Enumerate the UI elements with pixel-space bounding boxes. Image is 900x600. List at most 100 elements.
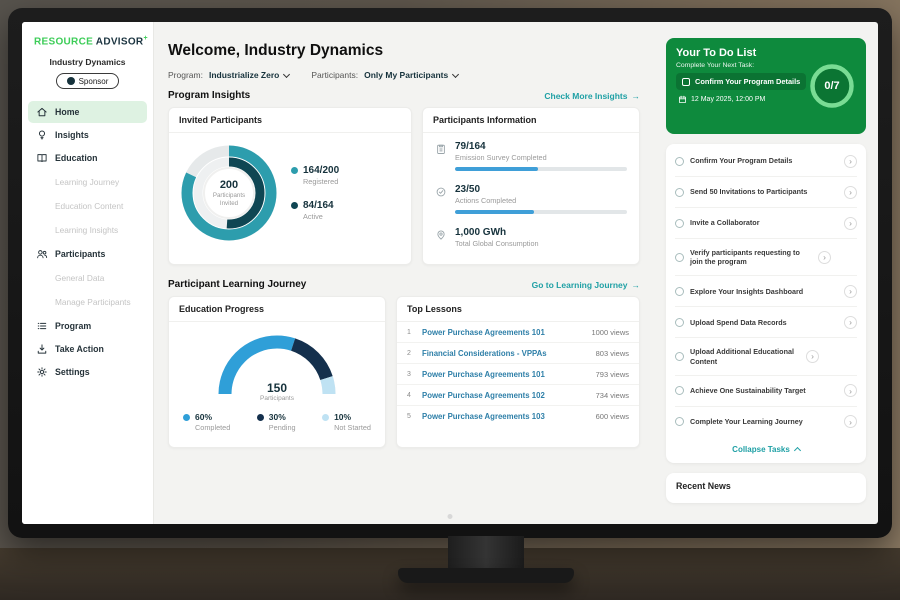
sidebar-item-label: Take Action [55,344,104,355]
lesson-row[interactable]: 2 Financial Considerations - VPPAs 803 v… [397,343,639,364]
chevron-right-icon[interactable]: › [844,415,857,429]
program-filter-dropdown[interactable]: Industrialize Zero [209,70,291,80]
task-item[interactable]: Invite a Collaborator › [675,208,857,239]
chevron-right-icon[interactable]: › [844,315,857,329]
task-item[interactable]: Verify participants requesting to join t… [675,239,857,277]
location-pin-icon [435,228,447,240]
sidebar-item-settings[interactable]: Settings [28,361,147,383]
task-item[interactable]: Complete Your Learning Journey › [675,407,857,437]
sidebar-item-label: Insights [55,130,89,141]
chevron-right-icon[interactable]: › [806,350,819,364]
progress-bar [455,167,627,171]
todo-progress-text: 0/7 [824,80,840,92]
invited-donut-chart: 200 Participants Invited [177,141,281,245]
task-item[interactable]: Send 50 Invitations to Participants › [675,177,857,208]
chevron-right-icon[interactable]: › [844,185,857,199]
task-checkbox-icon[interactable] [675,187,684,197]
card-title: Top Lessons [397,297,639,322]
download-action-icon [36,343,48,355]
org-name: Industry Dynamics [49,57,126,68]
task-item[interactable]: Achieve One Sustainability Target › [675,376,857,407]
legend-item-completed: 60% Completed [183,412,230,432]
participants-filter-dropdown[interactable]: Only My Participants [364,70,460,80]
lesson-link[interactable]: Power Purchase Agreements 102 [422,390,545,400]
legend-dot-dark [291,202,298,209]
task-checkbox-icon[interactable] [675,386,684,396]
sidebar-item-education-content[interactable]: Education Content [55,201,124,212]
lesson-link[interactable]: Power Purchase Agreements 101 [422,369,545,379]
book-icon [36,152,48,164]
lesson-row[interactable]: 3 Power Purchase Agreements 101 793 view… [397,364,639,385]
go-to-learning-journey-link[interactable]: Go to Learning Journey → [531,279,641,290]
lesson-link[interactable]: Power Purchase Agreements 103 [422,411,545,421]
task-checkbox-icon[interactable] [675,352,684,362]
dashboard-app: RESOURCE ADVISOR+ Industry Dynamics Spon… [22,22,878,524]
sponsor-label: Sponsor [78,76,109,86]
gauge-center-value: 150 [266,381,288,395]
chevron-right-icon[interactable]: › [844,384,857,398]
collapse-tasks-link[interactable]: Collapse Tasks [675,437,857,460]
sidebar-item-take-action[interactable]: Take Action [28,338,147,360]
lesson-link[interactable]: Financial Considerations - VPPAs [422,348,547,358]
invited-participants-card: Invited Participants [168,107,412,265]
chevron-right-icon[interactable]: › [844,154,857,168]
lesson-row[interactable]: 5 Power Purchase Agreements 103 600 view… [407,411,629,421]
donut-center-value: 200 [219,178,239,191]
task-item[interactable]: Confirm Your Program Details › [675,146,857,177]
task-checkbox-icon[interactable] [675,286,684,296]
check-more-insights-link[interactable]: Check More Insights → [544,90,640,101]
checkbox-icon[interactable] [682,77,690,86]
monitor-logo-dot [447,514,453,519]
sidebar-item-education[interactable]: Education [28,147,147,169]
monitor-stand-base [398,568,574,583]
sidebar-item-program[interactable]: Program [28,315,147,337]
calendar-icon [678,95,687,104]
sidebar-item-general-data[interactable]: General Data [55,273,105,284]
chevron-down-icon [283,70,291,78]
stat-row-actions: 23/50 Actions Completed [423,176,639,219]
task-item[interactable]: Upload Spend Data Records › [675,307,857,339]
sidebar-item-label: Program [55,321,92,332]
list-icon [36,320,48,332]
program-insights-cards: Invited Participants [168,107,640,265]
logo-resource: RESOURCE [34,36,94,48]
legend-item-active: 84/164 Active [291,200,339,221]
task-item[interactable]: Explore Your Insights Dashboard › [675,276,857,308]
lesson-row[interactable]: 1 Power Purchase Agreements 101 1000 vie… [397,322,639,343]
people-icon [36,248,48,260]
task-checkbox-icon[interactable] [675,317,684,327]
card-title: Education Progress [169,297,385,322]
task-checkbox-icon[interactable] [675,417,684,427]
lesson-row[interactable]: 4 Power Purchase Agreements 102 734 view… [397,385,639,406]
sidebar-item-learning-journey[interactable]: Learning Journey [55,177,120,188]
logo-plus: + [143,35,148,42]
chevron-right-icon[interactable]: › [818,250,831,264]
check-circle-icon [435,185,447,197]
stat-row-emission-survey: 79/164 Emission Survey Completed [423,133,639,176]
card-title: Participants Information [423,108,639,133]
task-checkbox-icon[interactable] [675,252,684,262]
sidebar-item-home[interactable]: Home [28,101,147,124]
task-item[interactable]: Upload Additional Educational Content › [675,338,857,376]
lesson-link[interactable]: Power Purchase Agreements 101 [422,327,545,337]
sidebar-item-label: Education [55,153,98,164]
task-checkbox-icon[interactable] [675,156,684,166]
sidebar-item-insights[interactable]: Insights [28,124,147,146]
next-task-label: Confirm Your Program Details [695,77,801,86]
sidebar-item-participants[interactable]: Participants [28,243,147,265]
participants-filter-label: Participants: [311,70,359,80]
next-task-row[interactable]: Confirm Your Program Details [676,73,807,90]
chevron-right-icon[interactable]: › [844,216,857,230]
program-insights-header: Program Insights Check More Insights → [168,90,640,101]
task-checkbox-icon[interactable] [675,218,684,228]
sidebar-item-manage-participants[interactable]: Manage Participants [55,297,131,308]
todo-panel: Your To Do List Complete Your Next Task:… [654,22,878,524]
sponsor-badge[interactable]: Sponsor [55,73,120,90]
education-progress-card: Education Progress 150 Participants [168,296,386,448]
arrow-right-icon: → [631,279,641,290]
chevron-right-icon[interactable]: › [844,284,857,298]
card-title: Invited Participants [169,108,411,133]
legend-item-registered: 164/200 Registered [291,165,339,186]
home-icon [36,106,48,118]
sidebar-item-learning-insights[interactable]: Learning Insights [55,225,119,236]
